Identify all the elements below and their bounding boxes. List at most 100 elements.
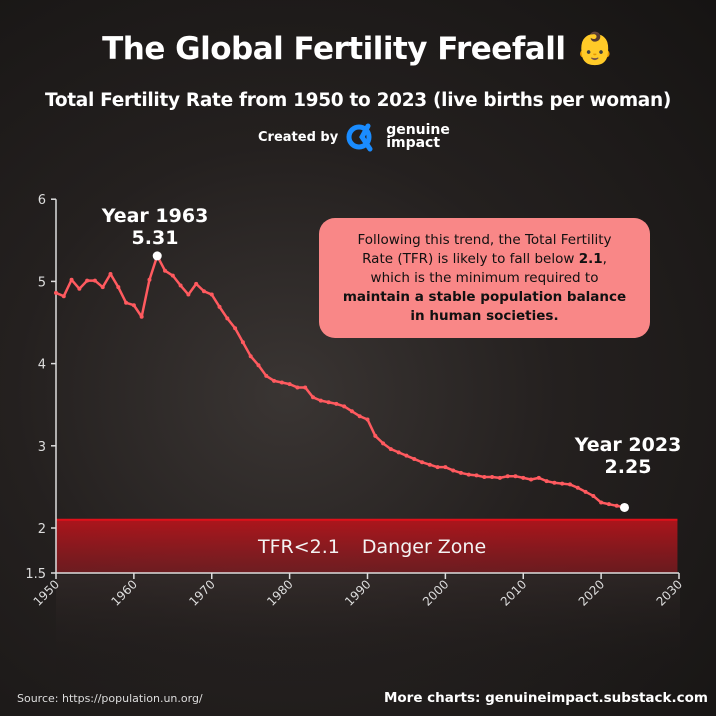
- logo-word-1: genuine: [386, 122, 450, 138]
- note-text: ,: [602, 250, 607, 267]
- data-point: [443, 465, 448, 470]
- data-point: [201, 289, 206, 294]
- latest-year: Year 2023: [574, 434, 682, 456]
- data-point: [474, 473, 479, 478]
- data-point: [560, 481, 565, 486]
- data-point: [256, 363, 261, 368]
- data-point: [529, 477, 534, 482]
- data-point: [482, 475, 487, 480]
- data-point: [365, 417, 370, 422]
- data-point: [100, 285, 105, 290]
- data-point: [186, 292, 191, 297]
- title-text: The Global Fertility Freefall: [102, 31, 566, 67]
- alpha-logo-icon: [346, 123, 373, 152]
- data-point: [396, 450, 401, 455]
- danger-zone-band: [56, 519, 678, 573]
- data-point: [61, 294, 66, 299]
- data-point: [139, 314, 144, 319]
- data-point: [599, 500, 604, 505]
- latest-marker: [619, 502, 629, 512]
- data-point: [575, 485, 580, 490]
- data-point: [552, 480, 557, 485]
- data-point: [108, 272, 113, 277]
- trend-note: Following this trend, the Total Fertilit…: [319, 218, 650, 338]
- data-point: [287, 382, 292, 387]
- data-point: [248, 354, 253, 359]
- baby-emoji-icon: 👶: [575, 31, 615, 67]
- data-point: [163, 268, 168, 273]
- data-point: [373, 433, 378, 438]
- chart-title: The Global Fertility Freefall 👶: [0, 30, 716, 67]
- tfr-threshold-label: TFR<2.1: [258, 536, 340, 558]
- data-point: [310, 395, 315, 400]
- data-point: [490, 475, 495, 480]
- y-tick-label: 3: [38, 440, 46, 455]
- note-line-bold: in human societies.: [410, 307, 559, 324]
- data-point: [567, 482, 572, 487]
- data-point: [295, 385, 300, 390]
- y-tick-label: 4: [38, 358, 46, 373]
- data-point: [349, 409, 354, 414]
- data-point: [116, 285, 121, 290]
- data-point: [497, 475, 502, 480]
- latest-annotation: Year 2023 2.25: [566, 434, 690, 478]
- data-point: [303, 385, 308, 390]
- data-point: [147, 277, 152, 282]
- data-point: [342, 404, 347, 409]
- genuine-impact-logo: genuine impact: [346, 122, 450, 152]
- data-point: [318, 398, 323, 403]
- data-point: [357, 414, 362, 419]
- latest-value: 2.25: [604, 456, 652, 478]
- data-point: [381, 441, 386, 446]
- data-point: [279, 380, 284, 385]
- data-point: [170, 273, 175, 278]
- peak-value: 5.31: [131, 227, 179, 249]
- data-point: [69, 277, 74, 282]
- data-point: [513, 474, 518, 479]
- data-point: [466, 472, 471, 477]
- peak-year: Year 1963: [101, 205, 209, 227]
- chart-subtitle: Total Fertility Rate from 1950 to 2023 (…: [44, 90, 672, 111]
- data-point: [412, 456, 417, 461]
- data-point: [388, 447, 393, 452]
- danger-zone-text: Danger Zone: [361, 536, 487, 558]
- data-point: [334, 401, 339, 406]
- data-point: [272, 378, 277, 383]
- data-point: [451, 468, 456, 473]
- created-by-label: Created by: [258, 129, 339, 145]
- data-point: [131, 303, 136, 308]
- data-point: [435, 465, 440, 470]
- note-threshold: 2.1: [578, 250, 603, 267]
- data-point: [326, 400, 331, 405]
- credit: Created by genuine impact: [258, 122, 450, 152]
- data-point: [54, 290, 58, 295]
- logo-word-2: impact: [386, 135, 441, 151]
- data-point: [233, 326, 238, 331]
- data-point: [225, 316, 230, 321]
- data-point: [521, 475, 526, 480]
- data-point: [85, 278, 90, 283]
- source-text: Source: https://population.un.org/: [17, 692, 203, 705]
- y-tick-label: 6: [38, 193, 46, 208]
- data-point: [583, 489, 588, 494]
- data-point: [404, 453, 409, 458]
- data-point: [591, 493, 596, 498]
- data-point: [536, 475, 541, 480]
- data-point: [178, 283, 183, 288]
- y-tick-label: 5: [38, 275, 46, 290]
- data-point: [124, 300, 129, 305]
- data-point: [614, 503, 619, 508]
- more-charts-link[interactable]: More charts: genuineimpact.substack.com: [383, 690, 708, 706]
- peak-annotation: Year 1963 5.31: [95, 205, 215, 249]
- note-line: Rate (TFR) is likely to fall below 2.1,: [319, 250, 650, 269]
- note-line: Following this trend, the Total Fertilit…: [357, 231, 612, 248]
- data-point: [209, 292, 214, 297]
- data-point: [217, 304, 222, 309]
- data-point: [92, 278, 97, 283]
- y-tick-label: 1.5: [25, 567, 46, 582]
- data-point: [505, 474, 510, 479]
- note-text: Rate (TFR) is likely to fall below: [362, 250, 579, 267]
- data-point: [458, 470, 463, 475]
- data-point: [606, 502, 611, 507]
- data-point: [264, 373, 269, 378]
